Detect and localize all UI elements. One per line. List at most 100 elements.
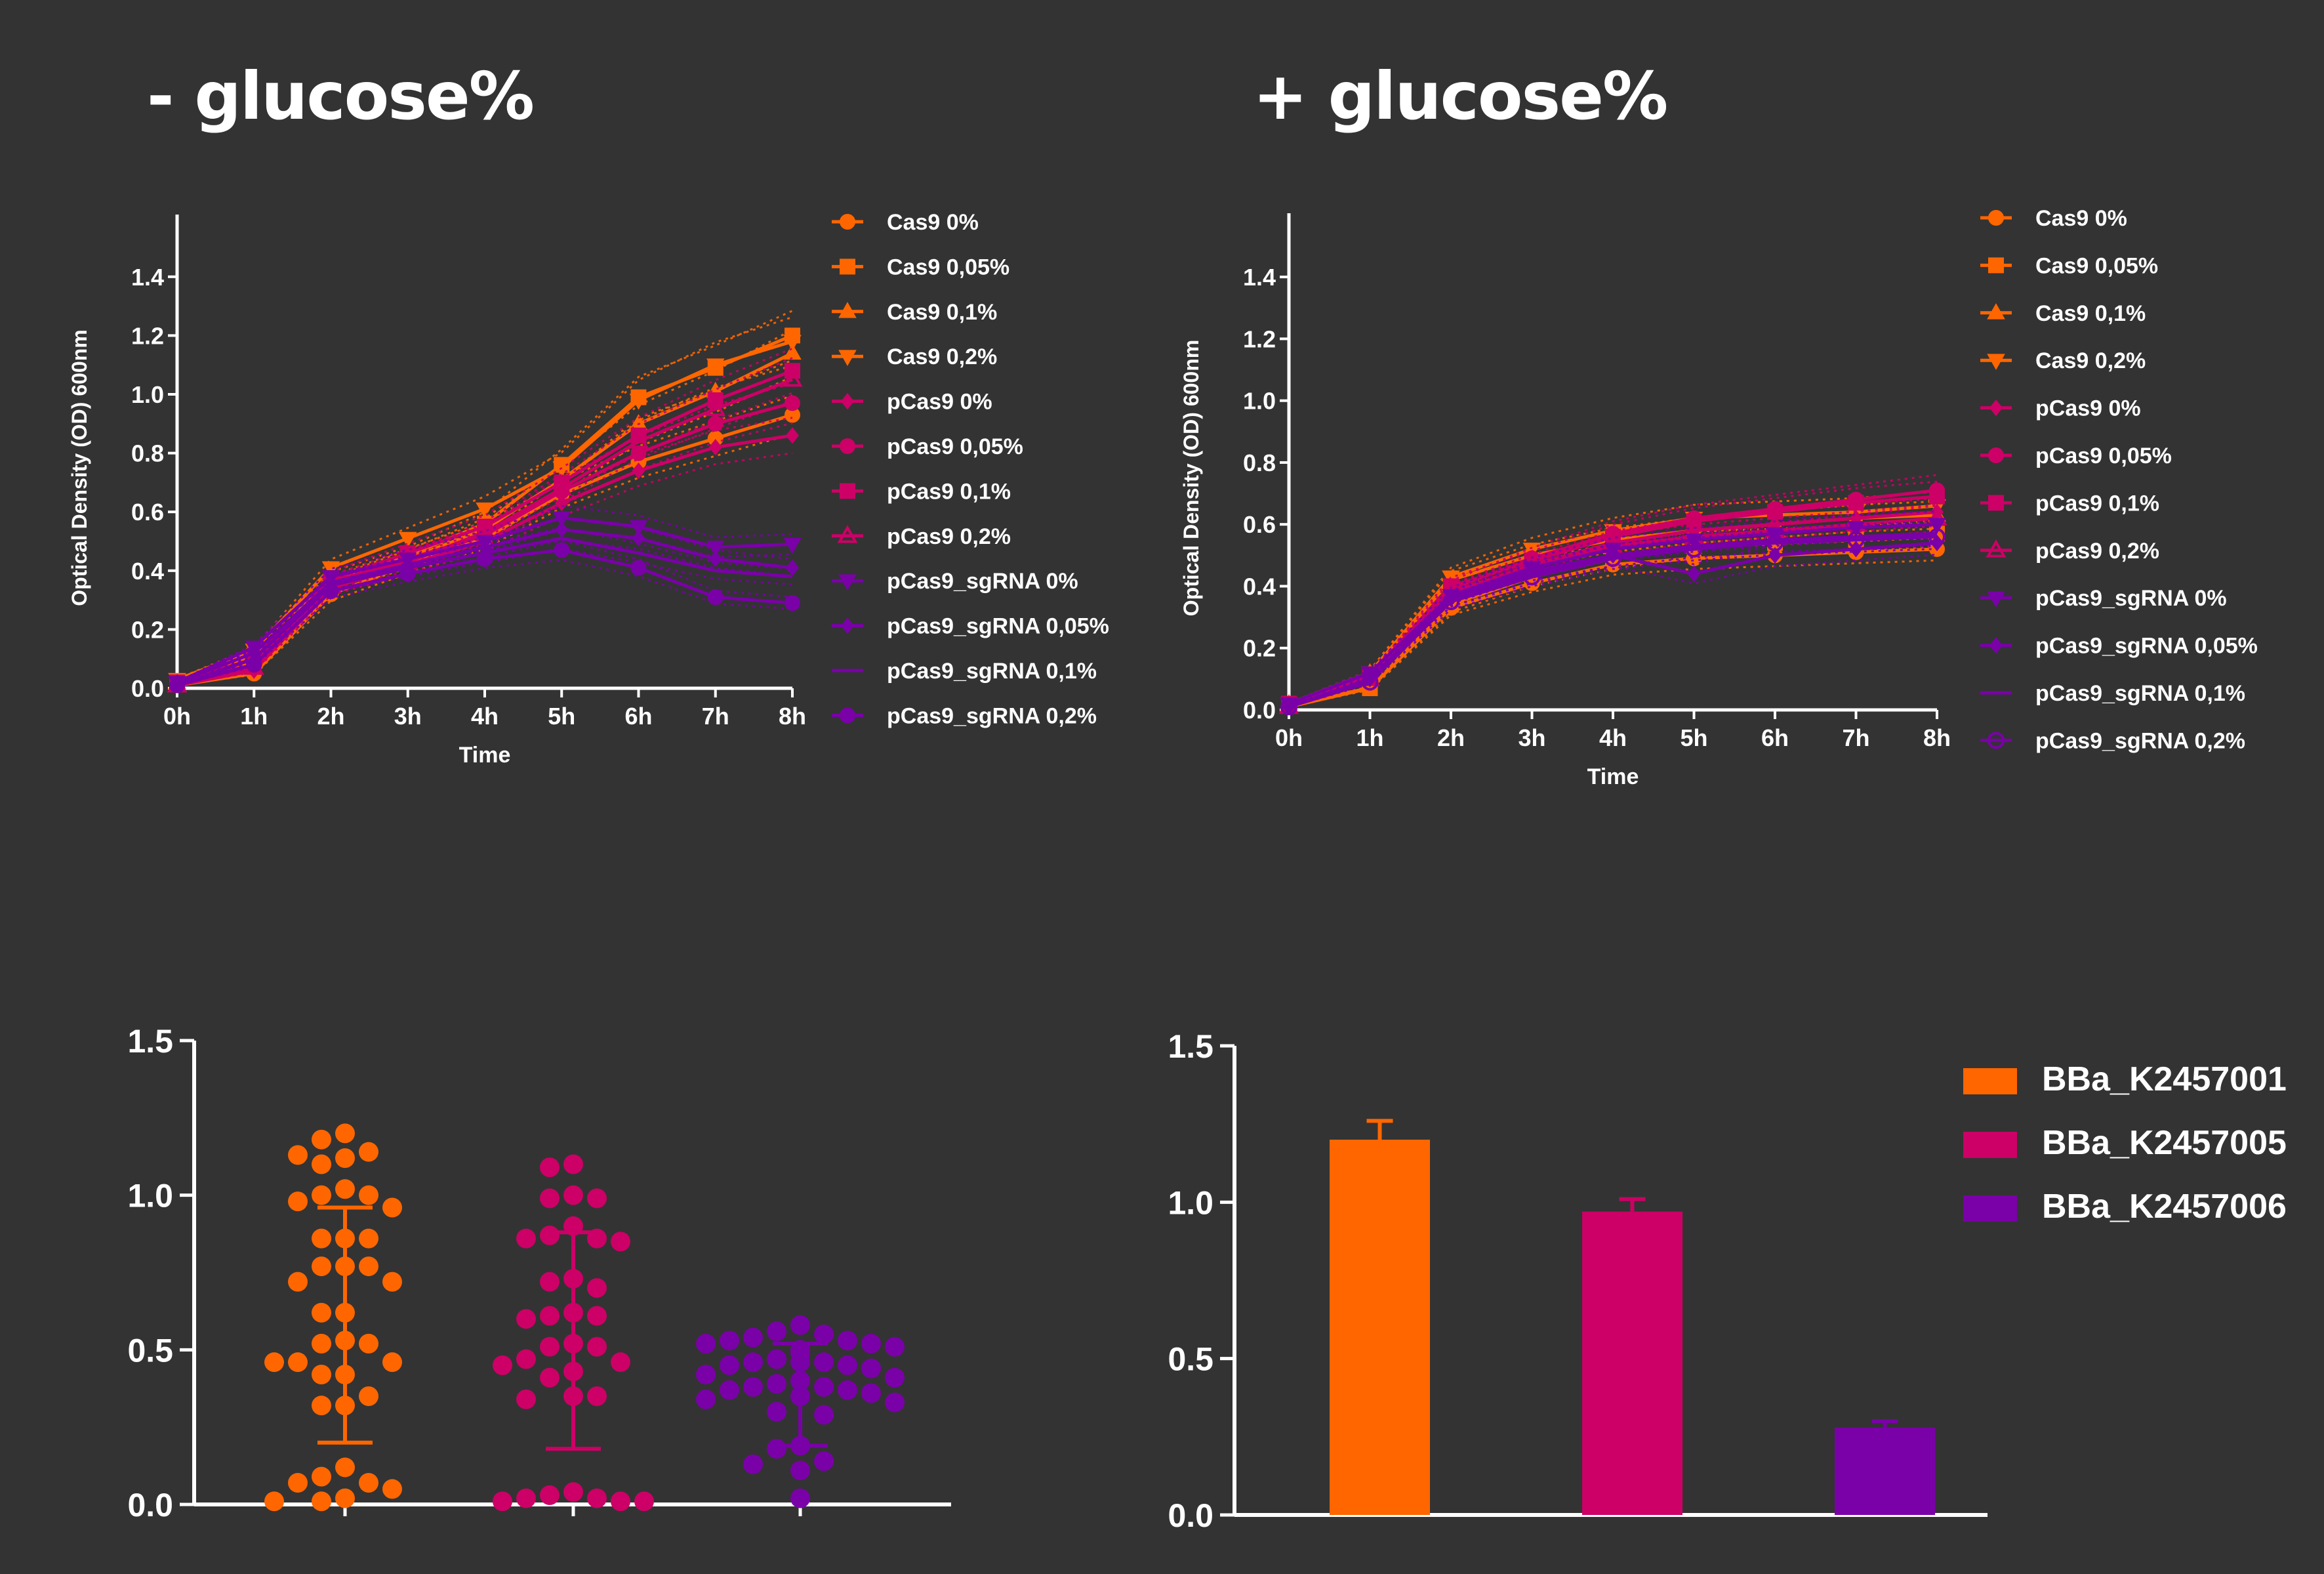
data-point (563, 1154, 583, 1174)
data-point (335, 1179, 355, 1199)
y-tick-label: 0.5 (127, 1332, 173, 1369)
data-point (382, 1272, 402, 1292)
x-axis-label: Time (459, 743, 511, 768)
legend-label: Cas9 0% (2035, 206, 2127, 231)
data-point (611, 1491, 630, 1512)
legend-item-cas9-0-05: Cas9 0,05% (832, 255, 1009, 280)
data-point (706, 358, 725, 375)
legend-marker (1986, 539, 2007, 558)
x-tick-label: 6h (1761, 724, 1789, 751)
data-point (288, 1145, 308, 1165)
data-point (1442, 593, 1459, 611)
data-point (312, 1154, 331, 1174)
legend-label: pCas9 0,05% (2035, 444, 2172, 468)
legend-label: Cas9 0,2% (887, 344, 997, 369)
data-point (359, 1256, 378, 1277)
y-tick-label: 0.0 (131, 675, 164, 702)
legend-item-pcas9-0-2: pCas9 0,2% (1980, 539, 2159, 564)
y-tick-label: 1.4 (1243, 264, 1276, 291)
series-error-band (176, 539, 793, 686)
data-point (720, 1355, 739, 1375)
series-line (1288, 547, 1938, 709)
data-point (312, 1396, 331, 1416)
data-point (399, 566, 416, 582)
legend-item-pcas9-sgrna-0-05: pCas9_sgRNA 0,05% (832, 614, 1109, 639)
data-point (335, 1457, 355, 1478)
data-point (587, 1278, 607, 1298)
series-line (1288, 535, 1938, 709)
bar-bba-k2457001 (1330, 1119, 1430, 1515)
data-point (1685, 540, 1703, 558)
data-point (634, 1491, 654, 1512)
data-point (1604, 550, 1621, 568)
y-tick-label: 0.6 (131, 499, 164, 526)
x-tick-label: 5h (548, 703, 575, 730)
data-point (587, 1336, 607, 1357)
data-point (705, 398, 726, 417)
data-point (838, 1331, 857, 1351)
legend-item-cas9-0: Cas9 0% (1980, 206, 2127, 231)
series-pcas9-sgrna-0-2 (1280, 524, 1946, 716)
data-point (767, 1321, 786, 1342)
bar-rect (1582, 1211, 1682, 1515)
y-tick-label: 0.2 (1243, 635, 1276, 662)
x-tick-label: 0h (163, 703, 191, 730)
data-point (707, 589, 724, 606)
data-point (359, 1333, 378, 1354)
data-point (493, 1355, 512, 1375)
bar-rect (1835, 1427, 1935, 1515)
legend-marker (840, 617, 855, 634)
legend-label: pCas9_sgRNA 0,2% (2035, 728, 2245, 753)
legend-label: pCas9 0,2% (887, 524, 1011, 549)
legend-marker (1988, 447, 2004, 463)
legend-item-pcas9-0-1: pCas9 0,1% (832, 479, 1011, 504)
data-point (785, 595, 800, 611)
data-point (382, 1479, 402, 1499)
legend-item-pcas9-0-1: pCas9 0,1% (1980, 491, 2159, 516)
legend-label: pCas9_sgRNA 0% (887, 569, 1078, 594)
data-point (611, 1352, 630, 1373)
data-point (359, 1386, 378, 1407)
data-point (628, 430, 649, 449)
data-point (814, 1405, 834, 1425)
y-tick-label: 1.4 (131, 264, 164, 291)
series-error-band (176, 547, 793, 687)
dot-plot-chart: 0.0 0.5 1.0 1.5 (127, 1023, 951, 1523)
data-point (767, 1439, 786, 1459)
dot-group-1 (264, 1123, 402, 1516)
data-point (359, 1185, 378, 1205)
y-tick-label: 0.0 (1168, 1497, 1213, 1534)
data-point (587, 1386, 607, 1407)
data-point (540, 1485, 560, 1505)
y-tick-label: 1.2 (1243, 325, 1276, 352)
line-chart-plus-glucose: 0.0 0.2 0.4 0.6 0.8 1.0 1.2 1.4 0h 1h 2h 3h 4h 5h 6h 7h… (1179, 206, 2258, 789)
legend-swatch (1963, 1195, 2017, 1222)
legend-marker (1989, 636, 2003, 654)
legend-label: pCas9 0,05% (887, 434, 1023, 459)
data-point (587, 1488, 607, 1508)
series-error-band (176, 558, 793, 687)
data-point (1523, 568, 1541, 586)
legend-label: BBa_K2457006 (2042, 1188, 2287, 1226)
series-line (176, 548, 793, 687)
data-point (1928, 528, 1946, 546)
legend-item-pcas9-sgrna-0-2: pCas9_sgRNA 0,2% (832, 703, 1097, 728)
y-tick-label: 0.0 (127, 1487, 173, 1523)
legend-marker (1988, 210, 2004, 226)
data-point (516, 1389, 536, 1409)
series-error-band (1288, 524, 1938, 708)
legend-label: Cas9 0% (887, 210, 979, 235)
data-point (312, 1333, 331, 1354)
legend-marker (1987, 303, 2005, 320)
series-error-band (1288, 474, 1938, 708)
data-point (563, 1185, 583, 1205)
data-point (335, 1148, 355, 1169)
legend-label: Cas9 0,05% (2035, 253, 2158, 278)
data-point (861, 1358, 881, 1378)
data-point (708, 550, 722, 568)
data-point (861, 1333, 881, 1354)
data-point (288, 1473, 308, 1493)
data-point (1848, 495, 1864, 511)
legend-label: pCas9_sgRNA 0,05% (887, 614, 1109, 639)
